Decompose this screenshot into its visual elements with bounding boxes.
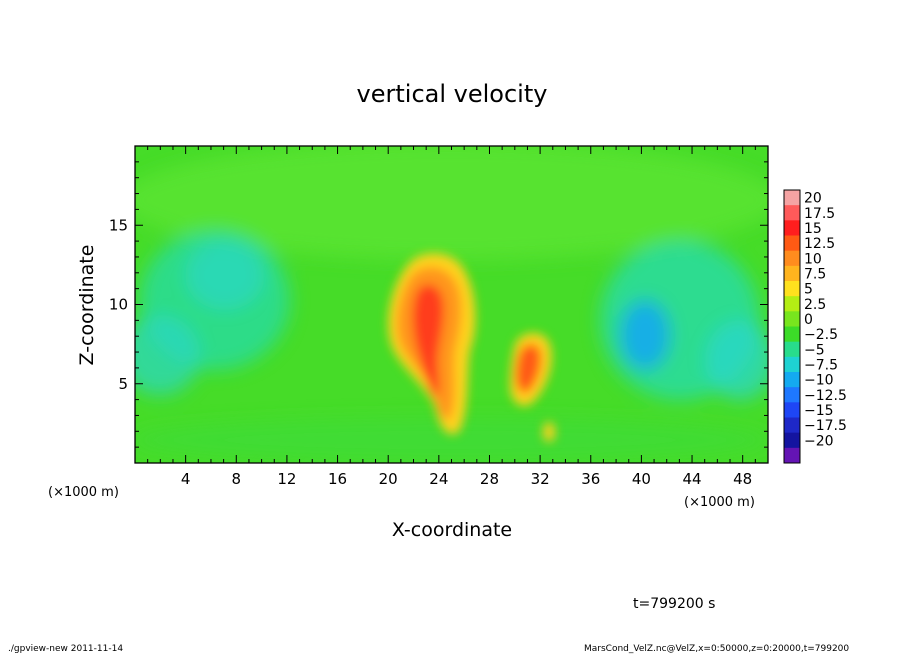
- colorbar-swatch: [784, 341, 800, 358]
- colorbar-label: 20: [804, 191, 822, 207]
- x-tick-labels: 4 8 12 16 20 24 28 32 36 40 44 48: [181, 470, 752, 488]
- x-tick-label: 4: [181, 470, 191, 488]
- y-tick-label: 15: [109, 216, 128, 234]
- x-tick-label: 48: [733, 470, 752, 488]
- colorbar-swatch: [784, 265, 800, 282]
- left-low-cyan: [135, 315, 200, 395]
- field-upper-band: [135, 146, 768, 260]
- colorbar-swatch: [784, 447, 800, 464]
- y-tick-label: 5: [118, 375, 128, 393]
- colorbar-swatch: [784, 372, 800, 388]
- colorbar-label: 10: [804, 251, 822, 267]
- time-stamp: t=799200 s: [633, 596, 715, 612]
- colorbar-label: 15: [804, 221, 822, 237]
- chart-title: vertical velocity: [357, 80, 548, 108]
- x-tick-label: 44: [682, 470, 701, 488]
- y-tick-marks: [135, 161, 768, 448]
- colorbar-label: 12.5: [804, 236, 835, 252]
- colorbar-swatch: [784, 417, 800, 434]
- x-tick-marks: [147, 146, 756, 463]
- x-tick-label: 12: [277, 470, 296, 488]
- colorbar-swatch: [784, 387, 800, 403]
- y-tick-label: 10: [109, 296, 128, 314]
- x-tick-label: 16: [328, 470, 347, 488]
- colorbar-frame: [783, 189, 801, 464]
- colorbar-label: −20: [804, 433, 834, 449]
- colorbar-swatch: [784, 250, 800, 267]
- bottom-band: [135, 418, 768, 462]
- colorbar-swatch: [784, 326, 800, 343]
- colorbar-label: −10: [804, 373, 834, 389]
- updraft-main-core: [412, 284, 444, 398]
- colorbar: [783, 189, 801, 464]
- colorbar-swatch: [784, 220, 800, 236]
- updraft-small: [543, 422, 555, 442]
- x-tick-label: 36: [581, 470, 600, 488]
- colorbar-swatch: [784, 205, 800, 221]
- y-axis-label: Z-coordinate: [76, 245, 98, 366]
- colorbar-label: 5: [804, 282, 813, 298]
- colorbar-label: −5: [804, 342, 825, 358]
- colorbar-label: 2.5: [804, 297, 826, 313]
- colorbar-labels: 2017.51512.5107.552.50−2.5−5−7.5−10−12.5…: [804, 191, 847, 450]
- colorbar-swatch: [784, 311, 800, 327]
- right-downdraft-core: [620, 300, 670, 370]
- colorbar-label: −2.5: [804, 327, 838, 343]
- colorbar-swatch: [784, 235, 800, 252]
- colorbar-label: 0: [804, 312, 813, 328]
- colorbar-label: −7.5: [804, 357, 838, 373]
- footer-right: MarsCond_VelZ.nc@VelZ,x=0:50000,z=0:2000…: [584, 644, 849, 654]
- x-tick-label: 20: [379, 470, 398, 488]
- right-edge-cyan: [705, 320, 768, 400]
- colorbar-swatch: [784, 356, 800, 373]
- heatmap-field: [135, 146, 768, 463]
- updraft-second-core: [515, 344, 542, 393]
- x-axis-label: X-coordinate: [392, 519, 512, 541]
- colorbar-label: 17.5: [804, 206, 835, 222]
- footer-left: ./gpview-new 2011-11-14: [8, 644, 123, 654]
- colorbar-swatch: [784, 190, 800, 206]
- x-tick-label: 32: [531, 470, 550, 488]
- colorbar-label: −15: [804, 403, 834, 419]
- x-tick-label: 8: [232, 470, 242, 488]
- x-tick-label: 24: [429, 470, 448, 488]
- colorbar-swatch: [784, 281, 800, 297]
- x-unit-left: (×1000 m): [48, 485, 119, 500]
- y-tick-labels: 5 10 15: [109, 216, 128, 393]
- colorbar-label: −12.5: [804, 388, 847, 404]
- x-unit-right: (×1000 m): [684, 495, 755, 510]
- colorbar-swatch: [784, 296, 800, 312]
- colorbar-swatch: [784, 432, 800, 449]
- colorbar-label: 7.5: [804, 266, 826, 282]
- colorbar-swatch: [784, 402, 800, 418]
- x-tick-label: 40: [632, 470, 651, 488]
- x-tick-label: 28: [480, 470, 499, 488]
- colorbar-label: −17.5: [804, 418, 847, 434]
- left-downdraft-core: [185, 240, 265, 310]
